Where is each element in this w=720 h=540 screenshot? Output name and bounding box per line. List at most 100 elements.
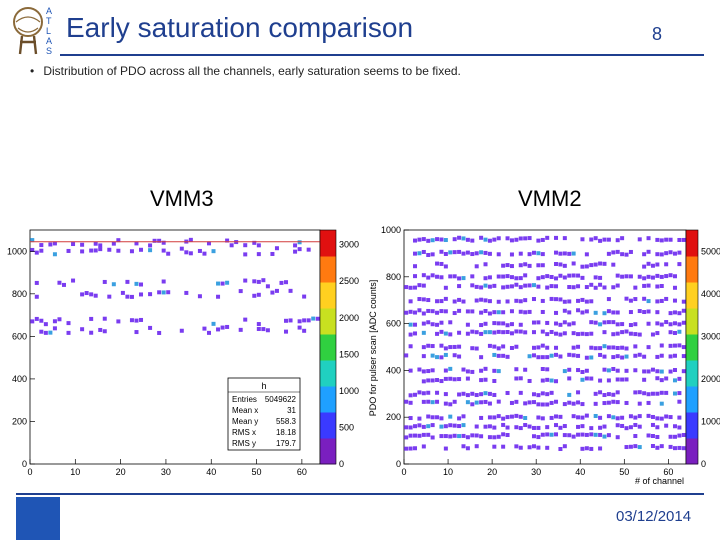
heatmap-cell <box>487 284 492 289</box>
heatmap-cell <box>558 322 563 327</box>
heatmap-cell <box>677 329 682 334</box>
heatmap-cell <box>549 400 554 405</box>
stats-value: 31 <box>287 406 296 415</box>
heatmap-cell <box>166 251 171 256</box>
heatmap-cell <box>220 281 225 286</box>
heatmap-cell <box>111 241 116 246</box>
heatmap-cell <box>633 285 638 290</box>
heatmap-cell <box>501 321 506 326</box>
heatmap-cell <box>134 330 139 335</box>
colorbar-segment <box>686 438 698 465</box>
stats-value: 18.18 <box>276 428 297 437</box>
heatmap-cell <box>306 318 311 323</box>
heatmap-cell <box>602 311 607 316</box>
heatmap-cell <box>474 330 479 335</box>
heatmap-cell <box>615 310 620 315</box>
heatmap-cell <box>404 435 409 440</box>
heatmap-cell <box>593 413 598 418</box>
heatmap-cell <box>439 237 444 242</box>
heatmap-cell <box>646 274 651 279</box>
heatmap-cell <box>540 275 545 280</box>
heatmap-cell <box>598 432 603 437</box>
heatmap-cell <box>624 346 629 351</box>
heatmap-cell <box>430 322 435 327</box>
heatmap-cell <box>430 252 435 257</box>
heatmap-cell <box>584 252 589 257</box>
heatmap-cell <box>615 435 620 440</box>
heatmap-cell <box>611 355 616 360</box>
heatmap-cell <box>655 434 660 439</box>
heatmap-cell <box>30 319 35 324</box>
heatmap-cell <box>624 252 629 257</box>
heatmap-cell <box>642 264 647 269</box>
heatmap-cell <box>576 308 581 313</box>
heatmap-cell <box>505 433 510 438</box>
heatmap-cell <box>470 238 475 243</box>
heatmap-cell <box>584 432 589 437</box>
heatmap-cell <box>576 284 581 289</box>
heatmap-cell <box>457 434 462 439</box>
heatmap-cell <box>435 378 440 383</box>
heatmap-cell <box>620 236 625 241</box>
heatmap-cell <box>624 296 629 301</box>
heatmap-cell <box>430 344 435 349</box>
heatmap-cell <box>284 318 289 323</box>
heatmap-cell <box>567 400 572 405</box>
heatmap-cell <box>509 264 514 269</box>
colorbar-segment <box>320 308 336 335</box>
heatmap-cell <box>408 446 413 451</box>
heatmap-cell <box>148 243 153 248</box>
heatmap-cell <box>474 298 479 303</box>
heatmap-cell <box>57 280 62 285</box>
heatmap-cell <box>238 327 243 332</box>
footer-date: 03/12/2014 <box>616 508 692 525</box>
heatmap-cell <box>479 323 484 328</box>
heatmap-cell <box>80 249 85 254</box>
heatmap-cell <box>554 379 559 384</box>
heatmap-cell <box>514 298 519 303</box>
heatmap-cell <box>496 353 501 358</box>
heatmap-cell <box>637 309 642 314</box>
heatmap-cell <box>514 276 519 281</box>
heatmap-cell <box>593 346 598 351</box>
heatmap-cell <box>492 444 497 449</box>
heatmap-cell <box>668 322 673 327</box>
heatmap-cell <box>598 390 603 395</box>
heatmap-cell <box>184 290 189 295</box>
heatmap-cell <box>157 290 162 295</box>
heatmap-cell <box>523 236 528 241</box>
heatmap-cell <box>593 432 598 437</box>
heatmap-cell <box>157 238 162 243</box>
heatmap-cell <box>642 252 647 257</box>
heatmap-cell <box>483 330 488 335</box>
heatmap-cell <box>598 282 603 287</box>
y-tick-label: 200 <box>12 416 27 426</box>
heatmap-cell <box>457 297 462 302</box>
heatmap-cell <box>421 311 426 316</box>
heatmap-cell <box>505 425 510 430</box>
heatmap-cell <box>527 424 532 429</box>
heatmap-cell <box>637 274 642 279</box>
heatmap-cell <box>102 316 107 321</box>
heatmap-cell <box>659 416 664 421</box>
heatmap-cell <box>496 434 501 439</box>
heatmap-cell <box>435 310 440 315</box>
heatmap-cell <box>615 400 620 405</box>
heatmap-cell <box>443 264 448 269</box>
heatmap-cell <box>184 250 189 255</box>
heatmap-cell <box>479 250 484 255</box>
heatmap-cell <box>413 331 418 336</box>
heatmap-cell <box>576 390 581 395</box>
heatmap-cell <box>659 322 664 327</box>
heatmap-cell <box>501 344 506 349</box>
heatmap-cell <box>501 274 506 279</box>
heatmap-cell <box>179 246 184 251</box>
heatmap-cell <box>615 377 620 382</box>
heatmap-cell <box>421 399 426 404</box>
heatmap-cell <box>426 275 431 280</box>
colorbar-tick-label: 2500 <box>339 276 359 286</box>
heatmap-cell <box>417 367 422 372</box>
heatmap-cell <box>523 310 528 315</box>
heatmap-cell <box>465 400 470 405</box>
heatmap-cell <box>30 247 35 252</box>
